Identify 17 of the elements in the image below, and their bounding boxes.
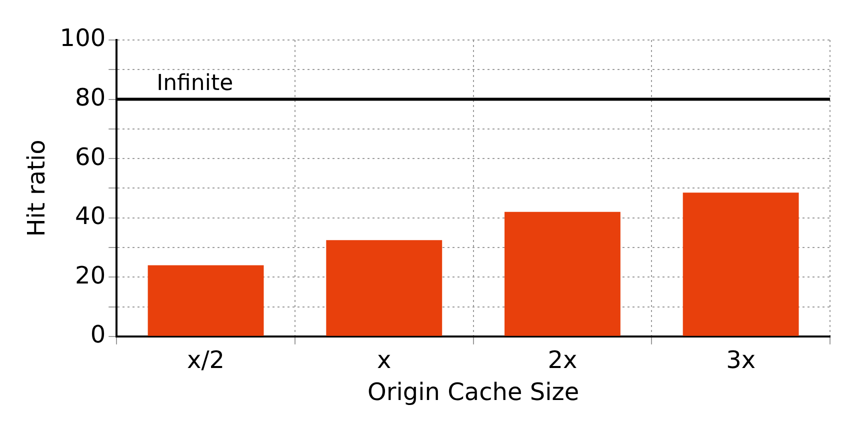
x-tick-label: 2x [548, 346, 578, 374]
y-tick-label: 100 [60, 24, 106, 52]
y-axis-title: Hit ratio [22, 140, 51, 237]
y-tick-label: 80 [75, 84, 106, 112]
x-axis-title: Origin Cache Size [367, 378, 580, 406]
x-tick-label: 3x [726, 346, 756, 374]
y-tick-label: 40 [75, 202, 106, 230]
x-tick-label: x [377, 346, 392, 374]
x-tick-label: x/2 [187, 346, 225, 374]
bar [504, 212, 620, 336]
y-tick-label: 60 [75, 142, 106, 171]
y-tick-label: 20 [75, 261, 106, 290]
ref-line-label: Infinite [156, 71, 234, 96]
bar [326, 240, 442, 336]
bar [148, 265, 264, 336]
bar [682, 192, 799, 336]
y-tick-label: 0 [90, 320, 106, 349]
